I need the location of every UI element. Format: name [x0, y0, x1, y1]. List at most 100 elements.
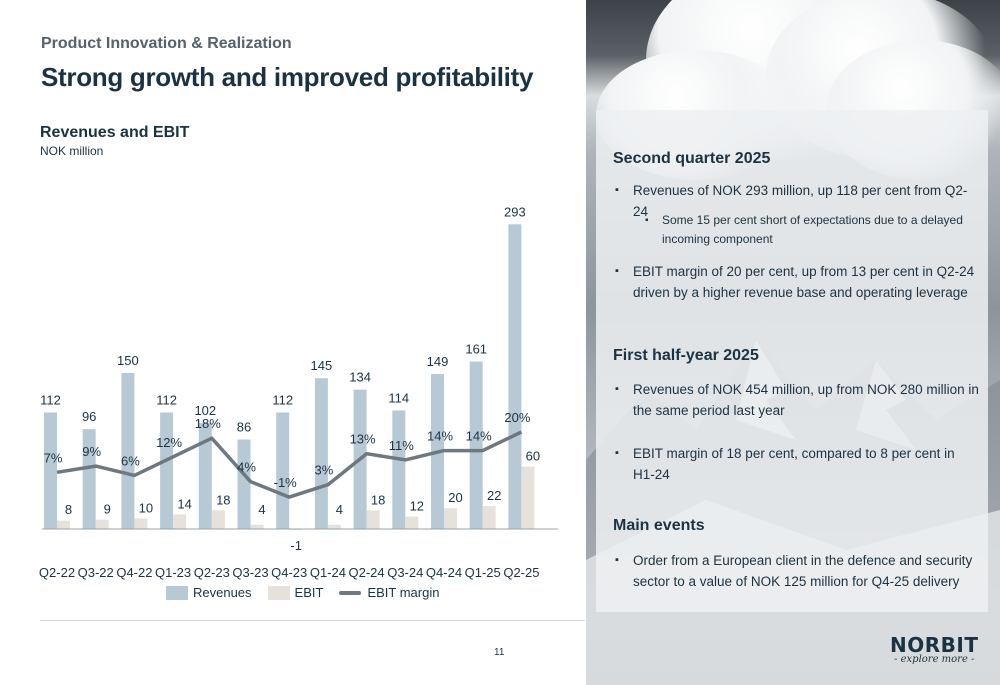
- ebit-margin-label: 13%: [350, 432, 376, 447]
- ebit-margin-label: 9%: [82, 444, 101, 459]
- legend-item-revenues: Revenues: [166, 585, 252, 600]
- x-tick-label: Q2-24: [349, 565, 385, 580]
- ebit-margin-label: 7%: [44, 450, 63, 465]
- revenue-value-label: 149: [427, 354, 449, 369]
- ebit-margin-label: 12%: [156, 435, 182, 450]
- revenue-value-label: 102: [194, 403, 216, 418]
- legend-label-revenues: Revenues: [193, 585, 252, 600]
- revenue-value-label: 150: [117, 353, 139, 368]
- ebit-margin-line: [56, 430, 523, 499]
- ebit-margin-label: 11%: [389, 438, 414, 453]
- revenue-bar: [44, 412, 57, 529]
- x-tick-label: Q4-23: [271, 565, 307, 580]
- bullet-q2-revenues: Revenues of NOK 293 million, up 118 per …: [615, 180, 980, 222]
- legend-label-ebit-margin: EBIT margin: [367, 585, 440, 600]
- ebit-bar: [405, 516, 419, 529]
- ebit-bar: [327, 524, 341, 529]
- legend-label-ebit: EBIT: [294, 585, 324, 600]
- x-tick-label: Q1-23: [155, 565, 191, 580]
- revenue-value-label: 134: [349, 370, 371, 385]
- x-tick-label: Q4-22: [116, 565, 152, 580]
- ebit-value-label: -1: [290, 538, 302, 553]
- revenue-bar: [392, 410, 406, 529]
- bullet-h1-ebit-margin: EBIT margin of 18 per cent, compared to …: [615, 443, 980, 485]
- ebit-value-label: 9: [104, 502, 111, 517]
- ebit-value-label: 20: [448, 490, 462, 505]
- ebit-value-label: 12: [410, 499, 424, 514]
- ebit-value-label: 4: [336, 502, 343, 517]
- x-tick-label: Q2-22: [39, 565, 75, 580]
- ebit-value-label: 4: [258, 502, 265, 517]
- x-tick-label: Q3-22: [78, 565, 114, 580]
- revenue-value-label: 96: [82, 409, 96, 424]
- revenue-value-label: 145: [311, 358, 333, 373]
- ebit-bar: [173, 514, 187, 529]
- revenue-value-label: 114: [388, 390, 409, 405]
- revenue-value-label: 161: [465, 342, 487, 357]
- chart-unit: NOK million: [40, 144, 104, 158]
- revenue-value-label: 86: [237, 420, 251, 435]
- revenue-bar: [508, 224, 522, 529]
- ebit-bar: [482, 506, 496, 529]
- ebit-bar: [95, 519, 109, 529]
- revenue-value-label: 112: [272, 393, 293, 408]
- ebit-margin-label: -1%: [274, 475, 298, 490]
- legend-item-ebit: EBIT: [267, 585, 324, 600]
- ebit-margin-label: 6%: [121, 453, 140, 468]
- ebit-margin-label: 3%: [315, 463, 334, 478]
- revenue-bar: [198, 422, 212, 529]
- ebit-value-label: 10: [139, 501, 153, 516]
- ebit-value-label: 22: [487, 488, 501, 503]
- bullet-main-event-order: Order from a European client in the defe…: [615, 550, 980, 592]
- revenue-bar: [82, 429, 96, 529]
- x-tick-label: Q1-24: [310, 565, 346, 580]
- revenue-bar: [237, 439, 251, 529]
- norbit-logo: NORBIT - explore more -: [890, 633, 978, 665]
- ebit-bar: [211, 510, 225, 529]
- x-tick-label: Q1-25: [465, 565, 501, 580]
- revenue-bar: [314, 378, 328, 529]
- bullet-q2-ebit-margin: EBIT margin of 20 per cent, up from 13 p…: [615, 261, 980, 303]
- ebit-value-label: 60: [526, 449, 540, 464]
- x-tick-label: Q3-23: [232, 565, 268, 580]
- slide-title: Strong growth and improved profitability: [41, 62, 534, 92]
- ebit-margin-label: 14%: [427, 429, 453, 444]
- revenue-value-label: 112: [156, 393, 177, 408]
- legend-item-ebit-margin: EBIT margin: [339, 585, 439, 600]
- legend-swatch-revenues: [166, 585, 188, 600]
- x-tick-label: Q3-24: [387, 565, 423, 580]
- ebit-bar: [134, 518, 148, 529]
- legend-swatch-ebit: [267, 585, 290, 600]
- bullet-h1-revenues: Revenues of NOK 454 million, up from NOK…: [615, 379, 980, 421]
- revenue-value-label: 112: [40, 393, 61, 408]
- page-number: 11: [494, 647, 505, 658]
- section-heading-h1-2025: First half-year 2025: [613, 347, 759, 364]
- revenue-value-label: 293: [504, 204, 526, 219]
- section-heading-main-events: Main events: [613, 517, 705, 534]
- revenue-bar: [121, 373, 135, 529]
- x-tick-label: Q4-24: [426, 565, 462, 580]
- ebit-margin-label: 4%: [237, 460, 256, 475]
- logo-tagline: - explore more -: [894, 654, 975, 665]
- x-tick-label: Q2-25: [503, 565, 539, 580]
- footer-divider: [40, 620, 585, 621]
- ebit-bar: [521, 466, 535, 529]
- ebit-bar: [366, 510, 380, 529]
- ebit-margin-label: 20%: [504, 410, 530, 425]
- revenue-bar: [469, 361, 483, 529]
- chart-legend: Revenues EBIT EBIT margin: [166, 585, 455, 600]
- ebit-bar: [57, 520, 70, 529]
- sub-bullet-q2-expectations: Some 15 per cent short of expectations d…: [645, 211, 965, 249]
- ebit-bar: [250, 524, 264, 529]
- section-heading-q2-2025: Second quarter 2025: [613, 150, 771, 167]
- ebit-value-label: 18: [216, 492, 230, 507]
- ebit-margin-label: 14%: [466, 429, 492, 444]
- ebit-margin-label: 18%: [195, 416, 221, 431]
- ebit-bar: [289, 529, 303, 531]
- ebit-value-label: 14: [177, 496, 191, 511]
- x-tick-label: Q2-23: [194, 565, 230, 580]
- ebit-value-label: 18: [371, 492, 385, 507]
- slide-subtitle: Product Innovation & Realization: [41, 35, 292, 52]
- revenues-ebit-chart: Q2-22 112 8 7% Q3-22 96 9 9% Q4-22 150 10 6% Q1-23 11…: [39, 204, 558, 580]
